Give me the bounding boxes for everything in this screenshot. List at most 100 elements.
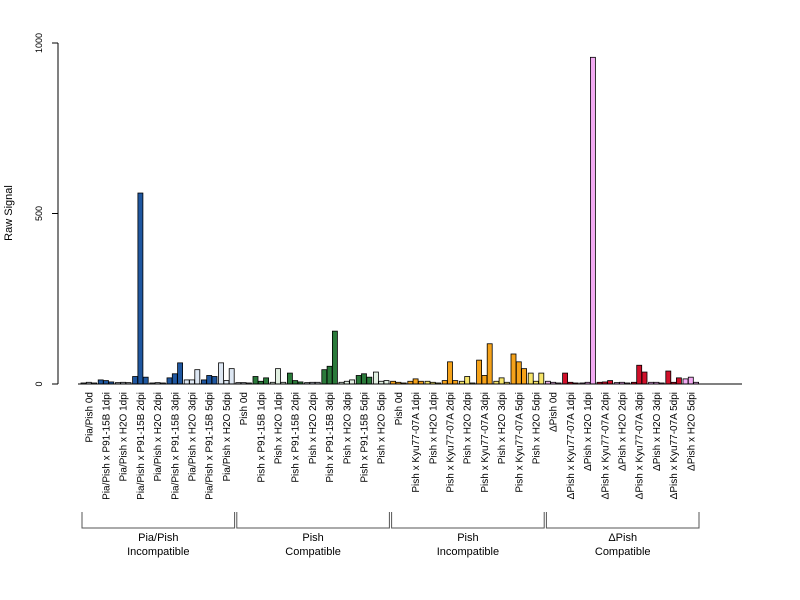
bar: [166, 377, 173, 385]
bar: [682, 378, 689, 385]
category-label: Pish x Kyu77-07A 3dpi: [480, 392, 491, 493]
category-label: Pish x P91-15B 3dpi: [325, 392, 336, 483]
bar: [326, 365, 333, 385]
y-tick-label: 500: [34, 206, 44, 221]
bar: [142, 376, 149, 385]
y-tick-label: 0: [34, 381, 44, 386]
bar: [183, 379, 190, 385]
bar: [452, 380, 459, 385]
category-label: Pish x H2O 5dpi: [377, 392, 388, 464]
category-label: ΔPish x Kyu77-07A 2dpi: [600, 392, 611, 499]
bar: [372, 371, 379, 385]
category-label: ΔPish x Kyu77-07A 5dpi: [669, 392, 680, 499]
axes-layer: 0 500 1000: [34, 33, 742, 387]
bar: [476, 359, 483, 385]
category-label: Pish x Kyu77-07A 1dpi: [411, 392, 422, 493]
bar: [194, 369, 201, 385]
bar: [636, 364, 643, 385]
bar: [486, 343, 493, 385]
category-label: Pish x H2O 1dpi: [428, 392, 439, 464]
bar: [498, 377, 505, 385]
bar: [321, 369, 328, 385]
bar: [103, 380, 109, 385]
bar: [441, 380, 448, 385]
bar: [562, 372, 568, 385]
bar: [200, 379, 207, 385]
group-label-line2: Compatible: [285, 546, 341, 558]
bar: [641, 371, 648, 385]
bar: [252, 376, 259, 385]
bar: [481, 375, 488, 385]
category-labels-layer: Pia/Pish 0d Pia/Pish x P91-15B 1dpi Pia/Pi…: [84, 392, 697, 500]
category-label: Pia/Pish x H2O 1dpi: [119, 392, 130, 482]
bar: [132, 376, 139, 385]
bar: [171, 373, 178, 385]
bars-layer: [80, 56, 699, 385]
category-label: Pish x P91-15B 5dpi: [360, 392, 371, 483]
category-label: Pish x H2O 1dpi: [274, 392, 285, 464]
group-label-line2: Incompatible: [437, 546, 499, 558]
bar: [331, 330, 338, 385]
bar: [527, 372, 534, 385]
group-bracket: [545, 512, 700, 529]
category-label: Pia/Pish 0d: [84, 392, 95, 443]
category-label: Pish x H2O 5dpi: [532, 392, 543, 464]
bar: [211, 376, 218, 385]
category-label: ΔPish x H2O 3dpi: [652, 392, 663, 471]
category-label: ΔPish x Kyu77-07A 3dpi: [635, 392, 646, 499]
category-label: Pia/Pish x P91-15B 5dpi: [205, 392, 216, 500]
group-label-line1: Pish: [457, 532, 478, 544]
bar: [97, 379, 104, 385]
category-label: Pish x P91-15B 1dpi: [256, 392, 267, 483]
bar: [218, 362, 225, 385]
bar: [349, 379, 356, 385]
category-label: ΔPish x H2O 1dpi: [583, 392, 594, 471]
bar: [665, 370, 672, 385]
bar: [521, 368, 527, 385]
bar: [687, 376, 694, 385]
category-label: ΔPish 0d: [549, 392, 560, 432]
category-label: Pish x Kyu77-07A 2dpi: [446, 392, 457, 493]
category-label: Pish 0d: [239, 392, 250, 425]
category-label: Pish x Kyu77-07A 5dpi: [514, 392, 525, 493]
bar: [538, 372, 545, 385]
category-label: Pish x H2O 2dpi: [463, 392, 474, 464]
bar: [206, 375, 213, 385]
category-label: Pia/Pish x P91-15B 3dpi: [170, 392, 181, 500]
category-label: Pish x H2O 3dpi: [342, 392, 353, 464]
bar: [366, 376, 373, 385]
group-bracket: [391, 512, 545, 529]
bar: [228, 368, 235, 385]
bar: [447, 361, 453, 385]
category-label: Pia/Pish x P91-15B 1dpi: [102, 392, 113, 500]
group-label-line1: ΔPish: [608, 532, 637, 544]
bar: [137, 192, 144, 385]
bar: [510, 353, 517, 385]
bar: [355, 375, 362, 385]
category-label: Pia/Pish x P91-15B 2dpi: [136, 392, 147, 500]
bar: [676, 377, 682, 385]
category-label: ΔPish x H2O 5dpi: [686, 392, 697, 471]
category-label: Pish x P91-15B 2dpi: [291, 392, 302, 483]
bar: [189, 379, 195, 385]
y-axis-label: Raw Signal: [3, 185, 15, 241]
bar: [383, 380, 390, 385]
category-label: Pia/Pish x H2O 2dpi: [153, 392, 164, 482]
bar: [607, 380, 613, 385]
bar: [177, 362, 184, 385]
bar: [464, 376, 471, 385]
category-label: ΔPish x Kyu77-07A 1dpi: [566, 392, 577, 499]
bar: [275, 368, 281, 385]
category-label: Pish x H2O 2dpi: [308, 392, 319, 464]
group-brackets-layer: Pia/Pish Incompatible Pish Compatible Pish In…: [81, 512, 700, 558]
category-label: Pish x H2O 3dpi: [497, 392, 508, 464]
category-label: Pia/Pish x H2O 3dpi: [188, 392, 199, 482]
bar: [361, 373, 367, 385]
bar: [515, 361, 522, 385]
category-label: ΔPish x H2O 2dpi: [618, 392, 629, 471]
y-tick-label: 1000: [34, 33, 44, 53]
group-label-line1: Pish: [302, 532, 323, 544]
group-bracket: [81, 512, 236, 529]
bar: [412, 378, 419, 385]
